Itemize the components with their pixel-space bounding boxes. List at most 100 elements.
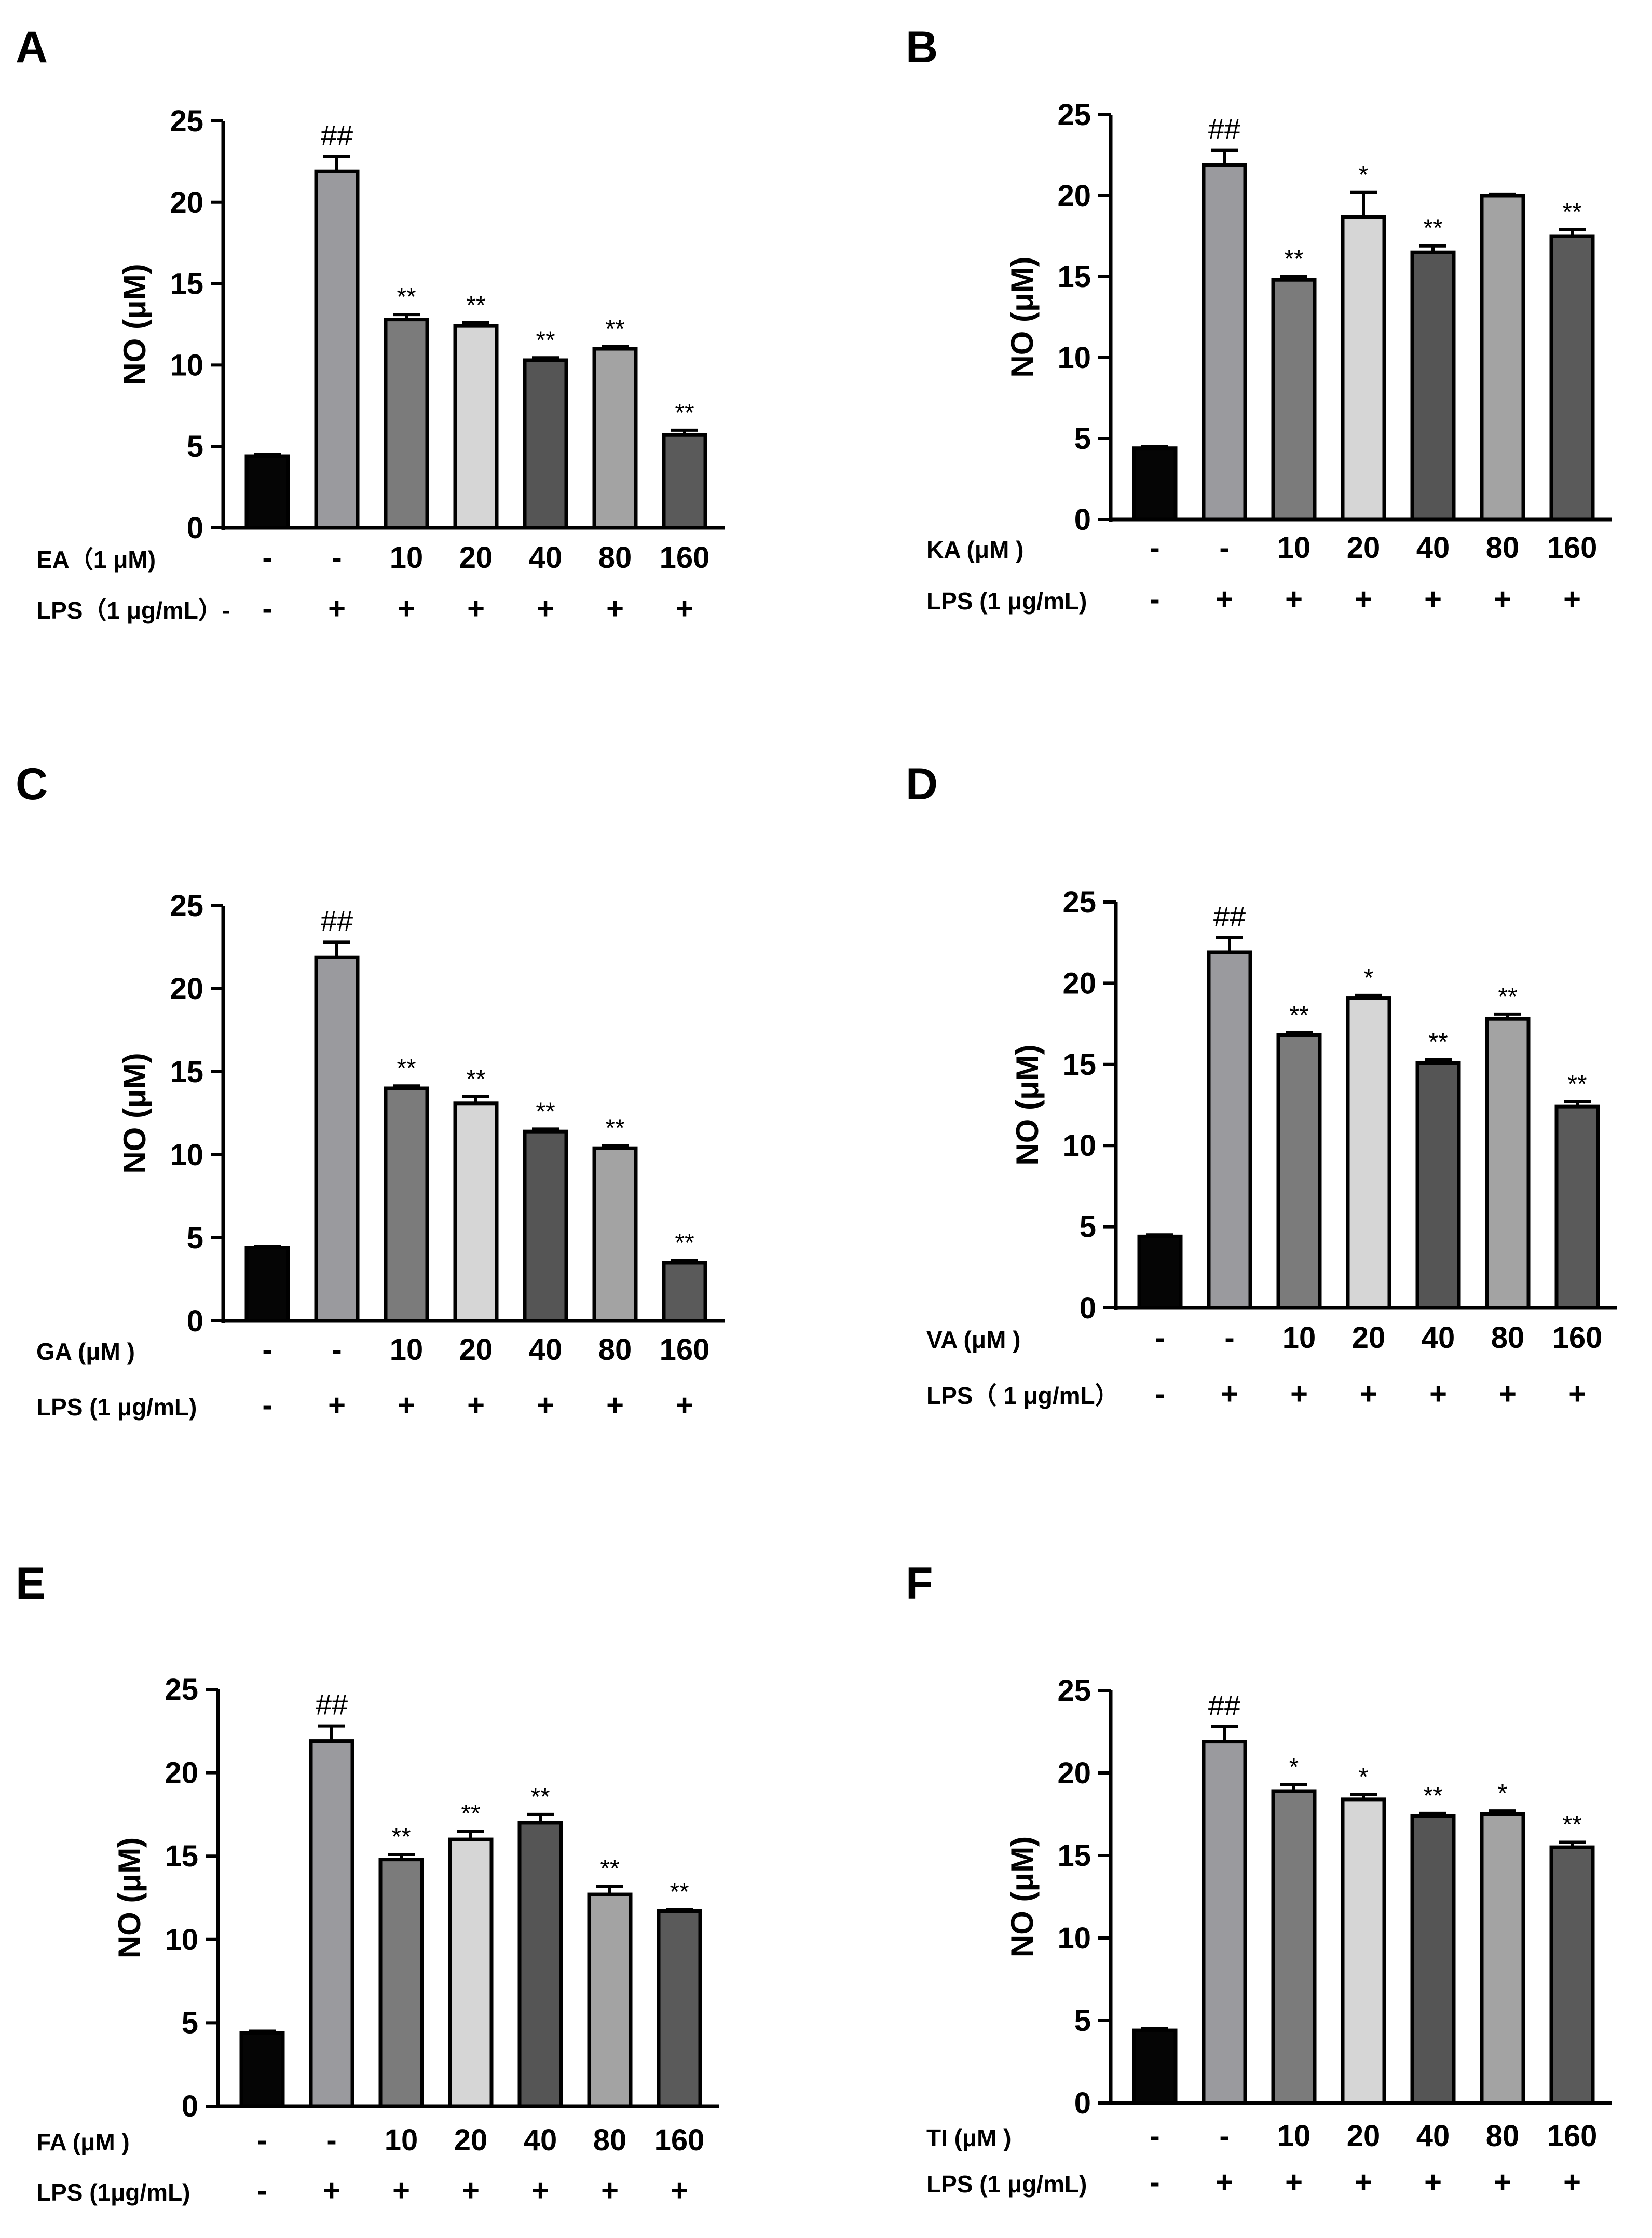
x-tick-label: 80	[598, 541, 632, 575]
lps-row-value: -	[1150, 2165, 1159, 2199]
y-tick-label: 20	[1057, 1756, 1091, 1790]
lps-row-value: +	[1221, 1377, 1238, 1411]
bar	[384, 318, 429, 530]
y-tick-label: 0	[187, 511, 203, 545]
significance-mark: **	[1498, 983, 1517, 1011]
y-tick-label: 5	[182, 2006, 198, 2040]
lps-row-label: LPS (1 μg/mL)	[36, 1394, 197, 1421]
significance-mark: **	[605, 1114, 624, 1142]
bar	[1549, 1845, 1595, 2105]
y-tick-label: 0	[1074, 2086, 1091, 2120]
lps-row-value: +	[1494, 2165, 1511, 2199]
lps-row-value: +	[462, 2174, 480, 2207]
significance-mark: ##	[1208, 113, 1240, 145]
bar	[1341, 1797, 1386, 2105]
significance-mark: ##	[321, 119, 353, 152]
compound-row-label: GA (μM )	[36, 1338, 135, 1365]
lps-row-value: -	[262, 592, 272, 625]
bar	[1549, 234, 1595, 522]
x-tick-label: 80	[1486, 531, 1520, 565]
y-tick-label: 20	[165, 1756, 198, 1790]
x-tick-label: 160	[1547, 2119, 1598, 2153]
lps-row-value: +	[1424, 582, 1442, 616]
lps-row-label: LPS（1 μg/mL）-	[36, 597, 230, 624]
x-tick-label: -	[1150, 531, 1159, 565]
bar	[244, 454, 290, 530]
lps-row-value: -	[1150, 582, 1159, 616]
significance-mark: *	[1359, 1763, 1369, 1791]
bar	[523, 358, 568, 530]
lps-row-value: +	[537, 1388, 554, 1422]
x-tick-label: 20	[459, 1333, 493, 1367]
significance-mark: **	[670, 1878, 689, 1906]
y-tick-label: 10	[170, 1138, 203, 1172]
lps-row-label: LPS (1μg/mL)	[36, 2179, 190, 2206]
y-axis-label: NO (μM)	[112, 1837, 147, 1958]
y-tick-label: 15	[165, 1839, 198, 1873]
lps-row-label: LPS (1 μg/mL)	[926, 588, 1087, 615]
compound-row-label: TI (μM )	[926, 2124, 1012, 2151]
panel-letter: D	[906, 759, 938, 809]
bar	[1137, 1234, 1183, 1310]
lps-row-value: +	[1563, 582, 1581, 616]
x-tick-label: -	[326, 2123, 336, 2157]
bar	[1132, 446, 1178, 522]
x-tick-label: 20	[459, 541, 493, 575]
x-tick-label: -	[332, 541, 342, 575]
x-tick-label: -	[257, 2123, 267, 2157]
y-tick-label: 25	[170, 104, 203, 138]
significance-mark: **	[600, 1855, 619, 1882]
panel-letter: B	[906, 22, 938, 72]
y-axis-label: NO (μM)	[117, 264, 152, 385]
y-tick-label: 15	[1062, 1048, 1096, 1082]
compound-row-label: KA (μM )	[926, 536, 1023, 563]
x-tick-label: 10	[1282, 1321, 1316, 1355]
y-tick-label: 10	[170, 348, 203, 382]
y-tick-label: 25	[1057, 98, 1091, 132]
panel-letter: A	[16, 22, 48, 72]
y-tick-label: 15	[1057, 1839, 1091, 1873]
x-tick-label: 160	[660, 1333, 710, 1367]
bar	[662, 433, 707, 530]
significance-mark: **	[466, 292, 485, 319]
y-axis-label: NO (μM)	[1005, 1836, 1040, 1957]
x-tick-label: 20	[1352, 1321, 1386, 1355]
x-tick-label: 10	[1277, 2119, 1311, 2153]
y-tick-label: 25	[1062, 885, 1096, 919]
bar	[523, 1129, 568, 1323]
lps-row-value: +	[1360, 1377, 1377, 1411]
bar	[1132, 2028, 1178, 2105]
significance-mark: **	[536, 1098, 555, 1125]
y-tick-label: 0	[187, 1304, 203, 1338]
lps-row-label: LPS（ 1 μg/mL）	[926, 1382, 1119, 1409]
lps-row-value: +	[328, 1388, 346, 1422]
bar	[1207, 950, 1252, 1310]
x-tick-label: -	[1219, 2119, 1229, 2153]
lps-row-value: -	[1155, 1377, 1165, 1411]
bar	[1410, 1814, 1456, 2105]
bar	[309, 1739, 354, 2108]
lps-row-value: +	[1355, 2165, 1372, 2199]
lps-row-value: +	[1499, 1377, 1517, 1411]
x-tick-label: 80	[1486, 2119, 1520, 2153]
y-tick-label: 10	[1062, 1129, 1096, 1163]
bar	[1480, 194, 1525, 522]
significance-mark: *	[1364, 964, 1374, 992]
bar	[1485, 1017, 1531, 1310]
bar	[378, 1858, 424, 2108]
lps-row-value: +	[1568, 1377, 1586, 1411]
bar	[587, 1892, 633, 2108]
x-tick-label: 40	[1416, 531, 1450, 565]
bar	[592, 347, 638, 530]
x-tick-label: -	[1219, 531, 1229, 565]
x-tick-label: 160	[1547, 531, 1598, 565]
bar	[662, 1261, 707, 1323]
y-axis-label: NO (μM)	[1005, 256, 1040, 377]
bar	[1346, 996, 1391, 1310]
significance-mark: **	[1562, 1811, 1581, 1839]
x-tick-label: 80	[1491, 1321, 1525, 1355]
bar	[453, 324, 499, 530]
lps-row-value: -	[257, 2174, 267, 2207]
bar	[1271, 1789, 1317, 2105]
